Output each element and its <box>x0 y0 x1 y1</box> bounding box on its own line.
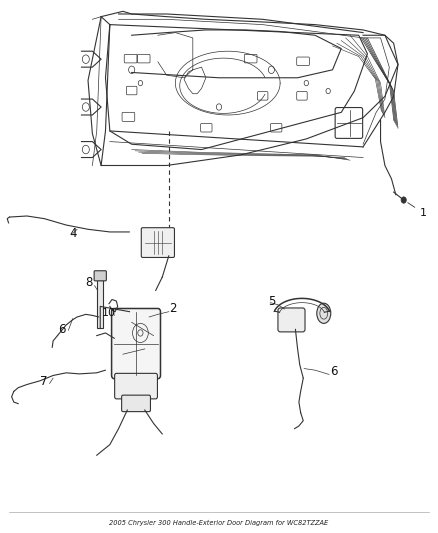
FancyBboxPatch shape <box>112 309 160 378</box>
Text: 1: 1 <box>408 203 427 218</box>
Text: 4: 4 <box>69 227 77 240</box>
FancyBboxPatch shape <box>115 373 157 399</box>
Text: 10: 10 <box>102 308 116 318</box>
Text: 5: 5 <box>268 295 275 308</box>
Text: 6: 6 <box>330 366 338 378</box>
Text: 8: 8 <box>85 276 92 289</box>
Circle shape <box>401 197 406 203</box>
Text: 7: 7 <box>40 375 48 387</box>
FancyBboxPatch shape <box>122 395 150 411</box>
FancyBboxPatch shape <box>141 228 174 257</box>
Bar <box>97 280 103 328</box>
FancyBboxPatch shape <box>278 308 305 332</box>
Text: 6: 6 <box>58 323 65 336</box>
Text: 2: 2 <box>169 302 176 314</box>
Text: 2005 Chrysler 300 Handle-Exterior Door Diagram for WC82TZZAE: 2005 Chrysler 300 Handle-Exterior Door D… <box>110 520 328 526</box>
FancyBboxPatch shape <box>94 271 106 281</box>
Ellipse shape <box>317 303 331 324</box>
